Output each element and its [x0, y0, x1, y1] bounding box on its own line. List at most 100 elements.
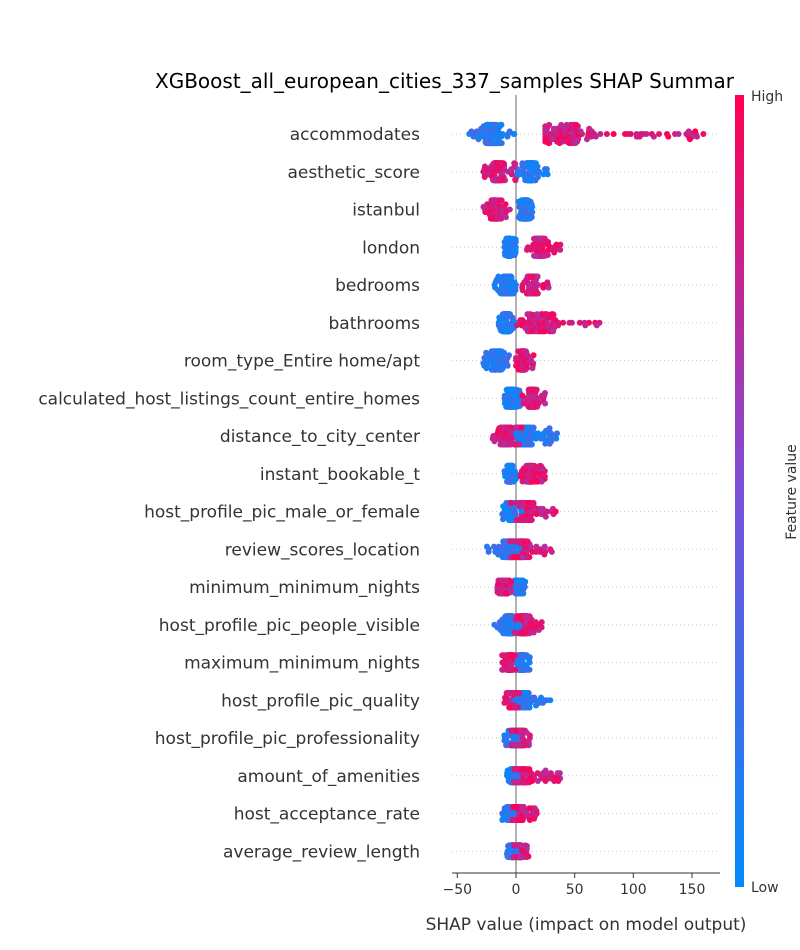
shap-point [656, 131, 663, 137]
shap-point [532, 328, 539, 335]
shap-point [541, 166, 548, 173]
shap-point [550, 125, 557, 132]
feature-label: aesthetic_score [287, 163, 420, 183]
shap-point [520, 348, 527, 355]
shap-point [627, 131, 634, 137]
shap-point [502, 473, 509, 480]
shap-point [525, 500, 532, 506]
shap-point [518, 424, 525, 431]
shap-point [519, 392, 526, 399]
shap-point [542, 777, 549, 784]
shap-point [531, 805, 538, 812]
shap-point [522, 742, 529, 749]
shap-point [516, 171, 523, 178]
x-axis-label: SHAP value (impact on model output) [426, 915, 747, 935]
shap-point [563, 121, 570, 128]
shap-point [537, 505, 544, 512]
shap-point [497, 121, 504, 128]
shap-point [497, 424, 504, 431]
shap-point [504, 803, 511, 810]
shap-point [501, 349, 508, 356]
shap-point [533, 290, 540, 297]
shap-point [520, 538, 527, 545]
shap-point [622, 131, 629, 137]
shap-point [572, 140, 579, 147]
shap-point [552, 508, 559, 515]
shap-point [511, 704, 518, 711]
shap-point [693, 133, 700, 140]
shap-point [512, 177, 519, 184]
shap-point [504, 362, 511, 369]
shap-point [468, 128, 475, 135]
shap-point [523, 441, 530, 448]
shap-point [532, 177, 539, 184]
shap-point [501, 699, 508, 706]
shap-point [500, 652, 507, 659]
chart-title: XGBoost_all_european_cities_337_samples … [155, 69, 735, 93]
shap-point [534, 478, 540, 485]
shap-point [508, 690, 515, 697]
shap-point [516, 441, 523, 448]
colorbar-low-label: Low [751, 880, 779, 896]
shap-point [512, 236, 519, 243]
shap-point [507, 500, 514, 506]
shap-point [525, 403, 532, 410]
shap-point [506, 478, 513, 485]
shap-point [542, 440, 549, 447]
shap-point [529, 365, 536, 372]
shap-point [483, 349, 490, 356]
shap-point [538, 619, 545, 626]
feature-label: amount_of_amenities [237, 767, 420, 787]
shap-point [506, 704, 513, 711]
shap-point [572, 121, 579, 128]
shap-point [530, 160, 537, 167]
shap-point [528, 328, 535, 335]
shap-point [559, 138, 566, 145]
shap-point [538, 694, 545, 701]
feature-labels: accommodatesaesthetic_scoreistanbullondo… [38, 125, 420, 862]
shap-point [510, 554, 517, 561]
shap-point [566, 319, 573, 326]
shap-point [518, 500, 525, 506]
shap-point [506, 128, 513, 135]
shap-point [540, 171, 547, 178]
feature-label: instant_bookable_t [260, 465, 420, 485]
shap-point [489, 435, 496, 442]
shap-point [516, 854, 523, 861]
shap-point [495, 551, 502, 558]
shap-point [517, 666, 524, 673]
shap-point [511, 403, 518, 410]
shap-point [503, 273, 510, 280]
feature-label: bedrooms [335, 276, 420, 296]
shap-point [558, 121, 565, 128]
shap-point [554, 770, 561, 777]
shap-point [566, 140, 573, 147]
shap-point [545, 284, 552, 291]
shap-point [523, 215, 530, 222]
shap-point [491, 543, 498, 550]
shap-point [520, 727, 527, 734]
shap-point [502, 214, 509, 221]
shap-point [560, 319, 567, 326]
shap-point [502, 201, 509, 208]
shap-point [501, 328, 508, 335]
shap-point [549, 246, 556, 253]
points-group [466, 121, 707, 861]
shap-point [492, 366, 499, 373]
shap-point [552, 317, 559, 324]
shap-point [551, 777, 558, 784]
x-tick-label: 150 [679, 882, 706, 898]
shap-point [516, 742, 523, 749]
shap-point [535, 282, 542, 288]
shap-point [496, 366, 503, 373]
feature-label: bathrooms [329, 314, 421, 334]
shap-point [542, 767, 549, 774]
shap-point [518, 366, 525, 373]
shap-point [499, 817, 506, 824]
x-axis-ticks: −50 0 50 100 150 [443, 873, 706, 898]
shap-point [524, 311, 531, 318]
shap-point [686, 136, 693, 143]
shap-point [521, 279, 528, 286]
shap-point [515, 590, 522, 597]
